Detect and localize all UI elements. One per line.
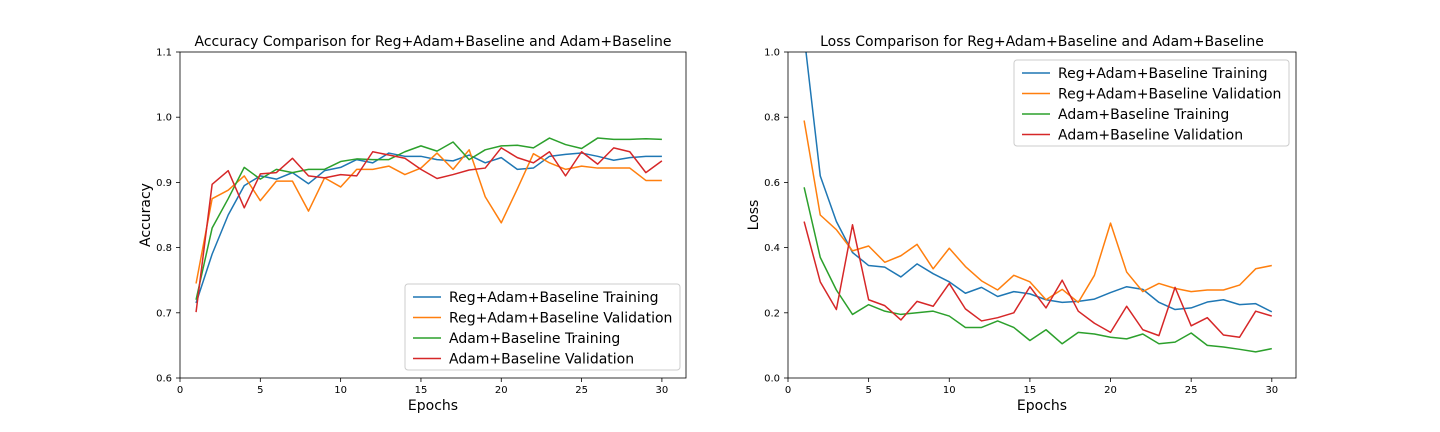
x-tick-label: 30: [656, 385, 669, 396]
legend-label-1: Reg+Adam+Baseline Validation: [449, 311, 672, 327]
plot-frame: [179, 51, 687, 379]
legend-label-2: Adam+Baseline Training: [449, 331, 620, 347]
x-tick-label: 30: [1265, 385, 1278, 396]
legend-label-1: Reg+Adam+Baseline Validation: [1058, 87, 1281, 103]
x-tick-label: 5: [865, 385, 871, 396]
legend-box: [404, 283, 681, 371]
x-tick-label: 5: [257, 385, 263, 396]
chart-title: Loss Comparison for Reg+Adam+Baseline an…: [820, 34, 1264, 50]
legend-box: [1013, 59, 1290, 147]
series-line-2: [195, 137, 662, 300]
x-tick-label: 15: [415, 385, 428, 396]
x-tick-label: 10: [334, 385, 347, 396]
x-tick-label: 25: [1185, 385, 1198, 396]
series-group: [803, 52, 1273, 353]
y-tick-label: 1.0: [156, 113, 172, 124]
y-axis-label: Loss: [746, 200, 762, 231]
chart-title: Accuracy Comparison for Reg+Adam+Baselin…: [195, 34, 672, 50]
legend-label-3: Adam+Baseline Validation: [1058, 128, 1243, 144]
series-group: [195, 137, 663, 313]
y-tick-label: 0.4: [764, 243, 780, 254]
y-tick-label: 0.0: [764, 374, 780, 385]
legend: Reg+Adam+Baseline Training Reg+Adam+Basel…: [404, 283, 681, 371]
y-tick-label: 0.7: [156, 308, 172, 319]
x-axis-label: Epochs: [408, 398, 458, 414]
x-tick-label: 25: [575, 385, 588, 396]
legend: Reg+Adam+Baseline Training Reg+Adam+Basel…: [1013, 59, 1290, 147]
x-tick-label: 20: [1104, 385, 1117, 396]
y-tick-label: 1.1: [156, 48, 172, 59]
x-tick-label: 10: [943, 385, 956, 396]
y-tick-label: 0.6: [156, 374, 172, 385]
y-tick-label: 0.6: [764, 178, 780, 189]
x-tick-label: 0: [785, 385, 791, 396]
y-tick-label: 0.8: [156, 243, 172, 254]
y-axis-label: Accuracy: [138, 183, 154, 247]
legend-label-2: Adam+Baseline Training: [1058, 107, 1229, 123]
series-line-3: [195, 147, 663, 313]
y-tick-label: 0.8: [764, 113, 780, 124]
legend-label-0: Reg+Adam+Baseline Training: [449, 290, 659, 306]
x-axis-label: Epochs: [1017, 398, 1067, 414]
legend-label-0: Reg+Adam+Baseline Training: [1058, 66, 1268, 82]
series-line-2: [803, 187, 1272, 353]
legend-label-3: Adam+Baseline Validation: [449, 352, 634, 368]
y-tick-label: 0.2: [764, 308, 780, 319]
series-line-1: [195, 149, 662, 284]
x-tick-label: 15: [1024, 385, 1037, 396]
y-tick-label: 1.0: [764, 48, 780, 59]
y-tick-label: 0.9: [156, 178, 172, 189]
series-line-3: [803, 221, 1273, 338]
accuracy-chart: Accuracy Comparison for Reg+Adam+Baselin…: [138, 34, 687, 414]
plot-frame: [787, 51, 1297, 379]
series-line-1: [803, 120, 1272, 304]
x-tick-label: 0: [177, 385, 183, 396]
x-tick-label: 20: [495, 385, 508, 396]
loss-chart: Loss Comparison for Reg+Adam+Baseline an…: [746, 34, 1297, 414]
